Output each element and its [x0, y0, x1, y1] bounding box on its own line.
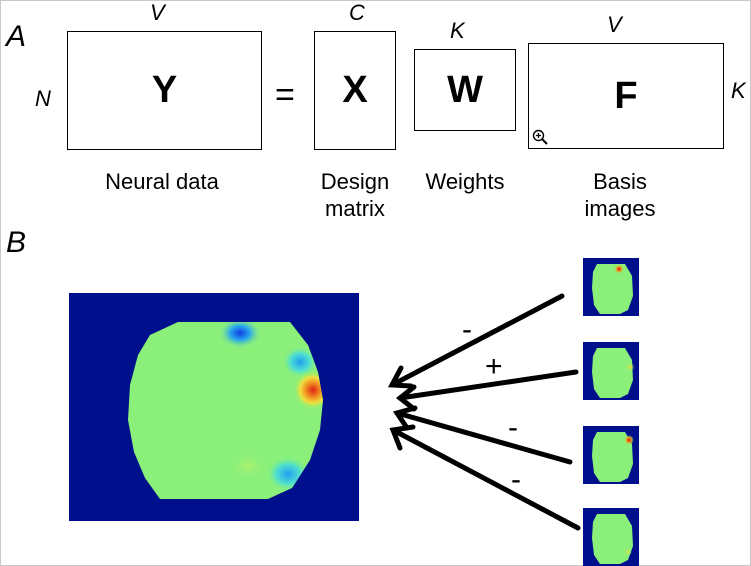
blue-spot — [218, 322, 262, 349]
x-matrix-caption: Design matrix — [300, 168, 410, 222]
panel-label-b: B — [6, 226, 27, 259]
f-right-dim: K — [731, 78, 746, 103]
f-matrix-box: F — [528, 43, 724, 149]
y-left-dim: N — [35, 86, 51, 111]
f-top-dim: V — [607, 12, 622, 37]
cyan-spot-upper — [282, 346, 318, 378]
weight-sign-2: + — [485, 350, 503, 383]
weight-sign-4: - — [511, 463, 521, 496]
arrow-4 — [390, 427, 581, 531]
arrowhead-3 — [393, 405, 418, 431]
w-top-dim: K — [450, 18, 465, 43]
w-matrix-box: W — [414, 49, 516, 131]
faint-spot — [228, 452, 268, 480]
arrowhead-2 — [395, 384, 417, 412]
arrowhead-4 — [389, 424, 416, 451]
y-matrix-box: Y — [67, 31, 262, 150]
basis-image-3 — [583, 426, 639, 484]
y-top-dim: V — [150, 0, 165, 25]
equals-sign: = — [275, 76, 295, 114]
basis-image-1 — [583, 258, 639, 316]
weight-sign-3: - — [508, 411, 518, 444]
arrow-2 — [397, 369, 579, 401]
arrow-3 — [394, 410, 573, 465]
x-matrix-box: X — [314, 31, 396, 150]
arrowhead-1 — [387, 365, 414, 389]
red-spot — [293, 370, 323, 410]
basis-image-4 — [583, 508, 639, 566]
w-matrix-caption: Weights — [425, 169, 505, 194]
x-matrix-symbol: X — [342, 69, 368, 111]
weight-arrows — [387, 293, 581, 531]
zoom-in-icon[interactable] — [532, 129, 548, 145]
f-caption-line2: images — [584, 196, 656, 221]
f-matrix-symbol: F — [614, 74, 638, 117]
w-matrix-symbol: W — [447, 68, 483, 111]
f-caption-line1: Basis — [593, 169, 647, 194]
panel-label-a: A — [6, 20, 27, 53]
x-caption-line2: matrix — [325, 196, 385, 221]
x-top-dim: C — [349, 0, 365, 25]
arrow-1 — [389, 293, 565, 388]
f-matrix-caption: Basis images — [560, 168, 680, 222]
weight-sign-1: - — [462, 313, 472, 346]
basis-image-2 — [583, 342, 639, 400]
y-matrix-symbol: Y — [151, 69, 178, 111]
x-caption-line1: Design — [320, 169, 390, 194]
y-matrix-caption: Neural data — [105, 169, 219, 194]
large-brain-map — [69, 293, 359, 521]
